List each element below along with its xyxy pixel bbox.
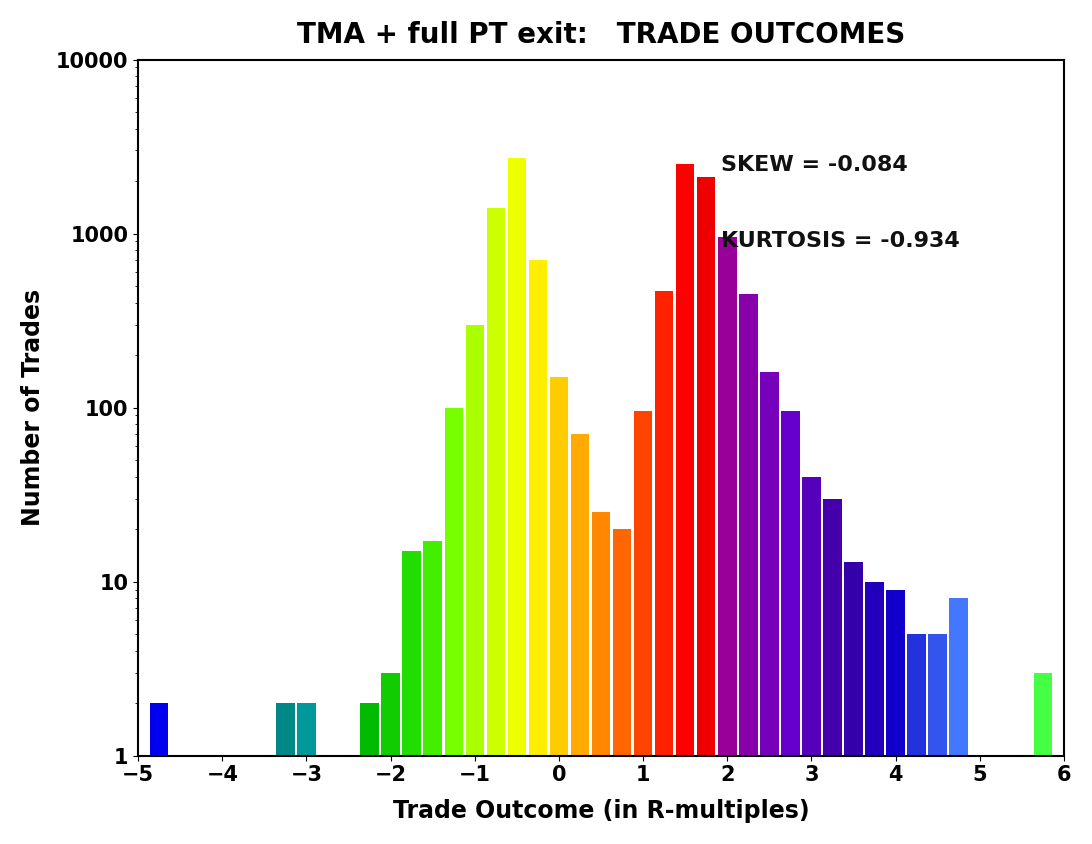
Bar [465, 324, 484, 844]
Bar [150, 703, 168, 844]
Bar [823, 499, 842, 844]
Bar [1034, 673, 1052, 844]
Bar [633, 411, 652, 844]
Bar [192, 755, 211, 844]
Bar [297, 703, 316, 844]
X-axis label: Trade Outcome (in R-multiples): Trade Outcome (in R-multiples) [393, 799, 809, 823]
Bar [424, 542, 442, 844]
Bar [613, 529, 631, 844]
Bar [719, 237, 736, 844]
Bar [676, 165, 695, 844]
Bar [907, 634, 926, 844]
Bar [403, 551, 420, 844]
Bar [1076, 755, 1092, 844]
Bar [360, 703, 379, 844]
Bar [865, 582, 883, 844]
Bar [949, 598, 968, 844]
Bar [655, 290, 674, 844]
Bar [571, 435, 590, 844]
Bar [340, 755, 358, 844]
Text: SKEW = -0.084: SKEW = -0.084 [722, 154, 909, 175]
Bar [887, 589, 905, 844]
Bar [781, 411, 799, 844]
Bar [276, 703, 295, 844]
Bar [529, 261, 547, 844]
Bar [803, 477, 821, 844]
Bar [592, 512, 610, 844]
Bar [549, 377, 568, 844]
Bar [697, 177, 715, 844]
Bar [487, 208, 506, 844]
Bar [844, 562, 863, 844]
Y-axis label: Number of Trades: Number of Trades [21, 289, 45, 526]
Text: KURTOSIS = -0.934: KURTOSIS = -0.934 [722, 231, 960, 252]
Bar [739, 294, 758, 844]
Title: TMA + full PT exit:   TRADE OUTCOMES: TMA + full PT exit: TRADE OUTCOMES [297, 21, 905, 49]
Bar [444, 408, 463, 844]
Bar [760, 372, 779, 844]
Bar [928, 634, 947, 844]
Bar [508, 159, 526, 844]
Bar [381, 673, 400, 844]
